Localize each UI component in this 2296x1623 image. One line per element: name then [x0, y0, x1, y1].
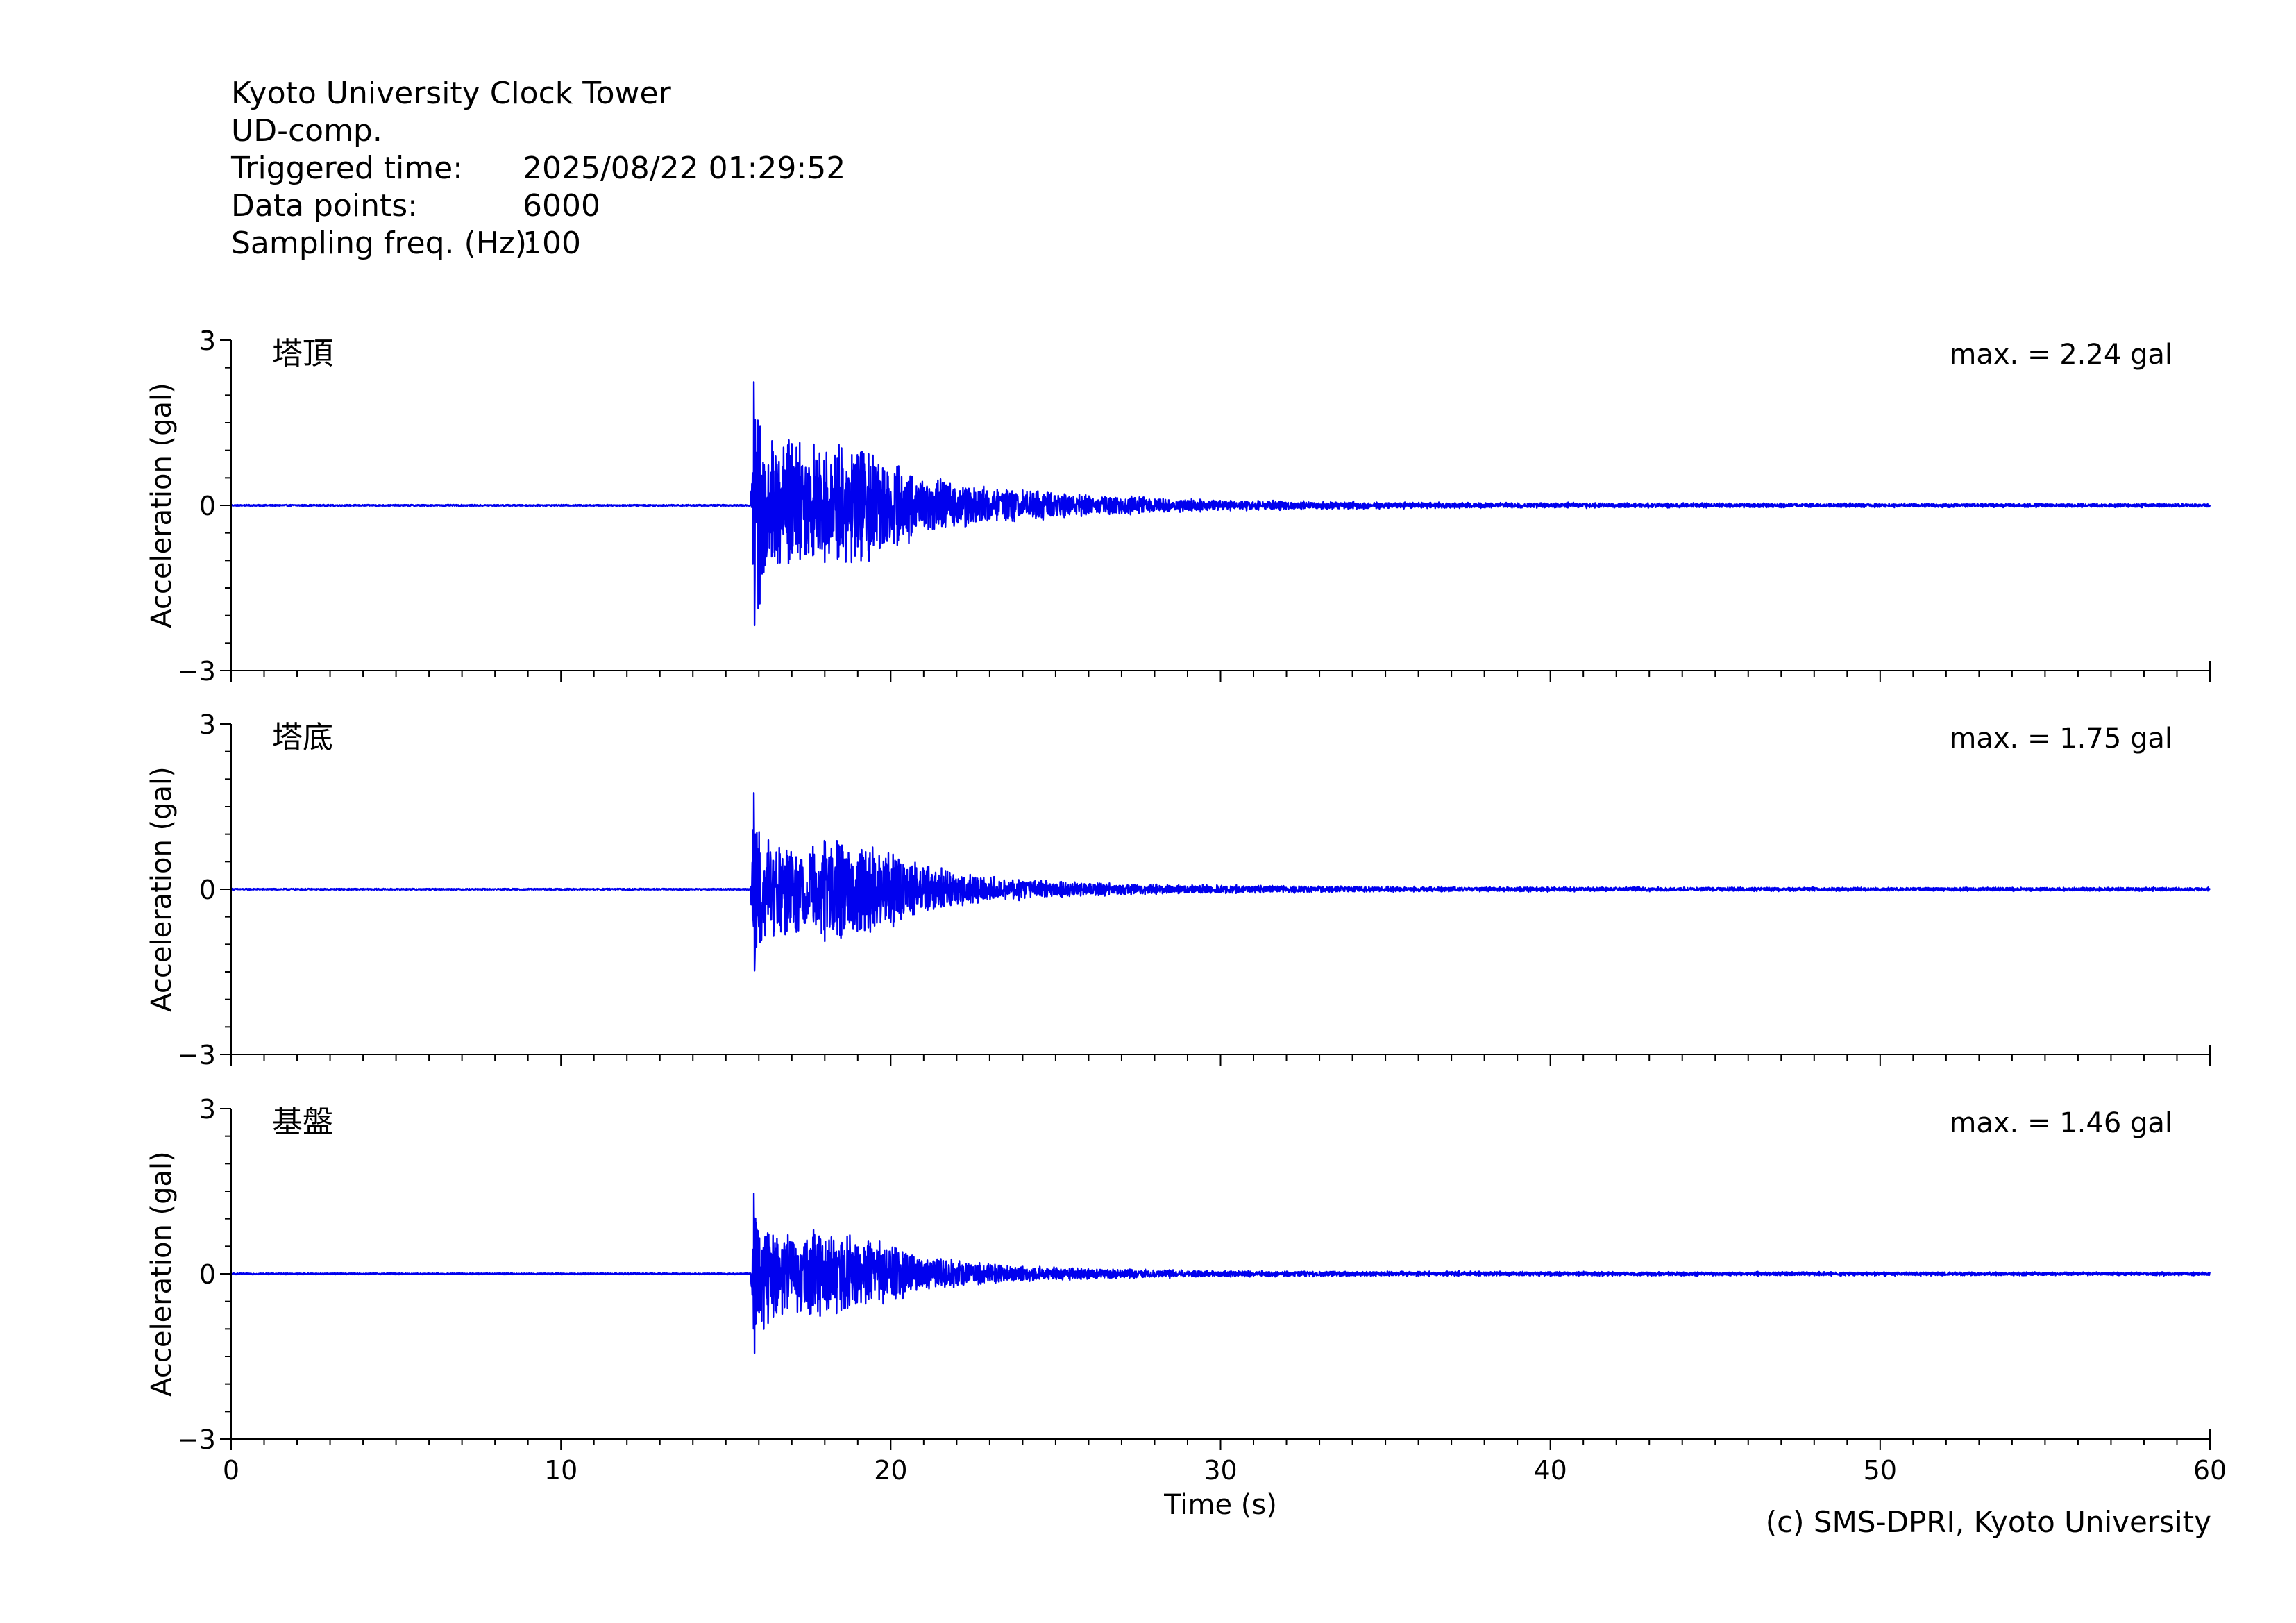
- y-tick-label: −3: [177, 1040, 216, 1070]
- y-tick-label: 0: [199, 1259, 216, 1290]
- y-axis-label: Acceleration (gal): [146, 382, 178, 628]
- x-tick-label: 40: [1533, 1455, 1567, 1486]
- x-tick-label: 0: [223, 1455, 239, 1486]
- y-tick-label: 3: [199, 1094, 216, 1125]
- data-points-row: Data points: 6000: [231, 187, 845, 225]
- x-tick-label: 50: [1864, 1455, 1897, 1486]
- waveform-line: [230, 792, 2211, 972]
- x-tick-label: 10: [544, 1455, 577, 1486]
- copyright-notice: (c) SMS-DPRI, Kyoto University: [1765, 1505, 2211, 1539]
- y-tick-label: 3: [199, 709, 216, 740]
- y-tick-label: −3: [177, 1424, 216, 1455]
- waveform-line: [230, 381, 2211, 627]
- panel-name: 基盤: [272, 1104, 333, 1140]
- y-axis-label: Acceleration (gal): [146, 1151, 178, 1397]
- record-header: Kyoto University Clock Tower UD-comp. Tr…: [231, 75, 845, 262]
- station-name: Kyoto University Clock Tower: [231, 76, 671, 111]
- sampling-freq-row: Sampling freq. (Hz):100: [231, 225, 845, 262]
- y-tick-label: 3: [199, 326, 216, 356]
- max-label: max. = 2.24 gal: [1949, 339, 2172, 371]
- waveform-line: [230, 1193, 2211, 1354]
- panel-name: 塔頂: [272, 336, 333, 371]
- panel-name: 塔底: [272, 720, 333, 755]
- y-tick-label: 0: [199, 875, 216, 905]
- x-axis-label: Time (s): [1163, 1489, 1277, 1521]
- y-tick-label: 0: [199, 491, 216, 521]
- field-label: Triggered time:: [231, 151, 463, 186]
- x-tick-label: 20: [874, 1455, 907, 1486]
- max-label: max. = 1.46 gal: [1949, 1107, 2172, 1139]
- max-label: max. = 1.75 gal: [1949, 723, 2172, 755]
- y-axis-label: Acceleration (gal): [146, 766, 178, 1012]
- x-tick-label: 60: [2193, 1455, 2227, 1486]
- field-value: 2025/08/22 01:29:52: [523, 151, 846, 186]
- y-tick-label: −3: [177, 656, 216, 687]
- field-value: 100: [523, 226, 581, 261]
- field-label: Sampling freq. (Hz):: [231, 226, 537, 261]
- field-label: Data points:: [231, 188, 419, 224]
- x-tick-label: 30: [1204, 1455, 1237, 1486]
- component-label: UD-comp.: [231, 113, 382, 149]
- triggered-time-row: Triggered time: 2025/08/22 01:29:52: [231, 150, 845, 187]
- field-value: 6000: [523, 188, 600, 224]
